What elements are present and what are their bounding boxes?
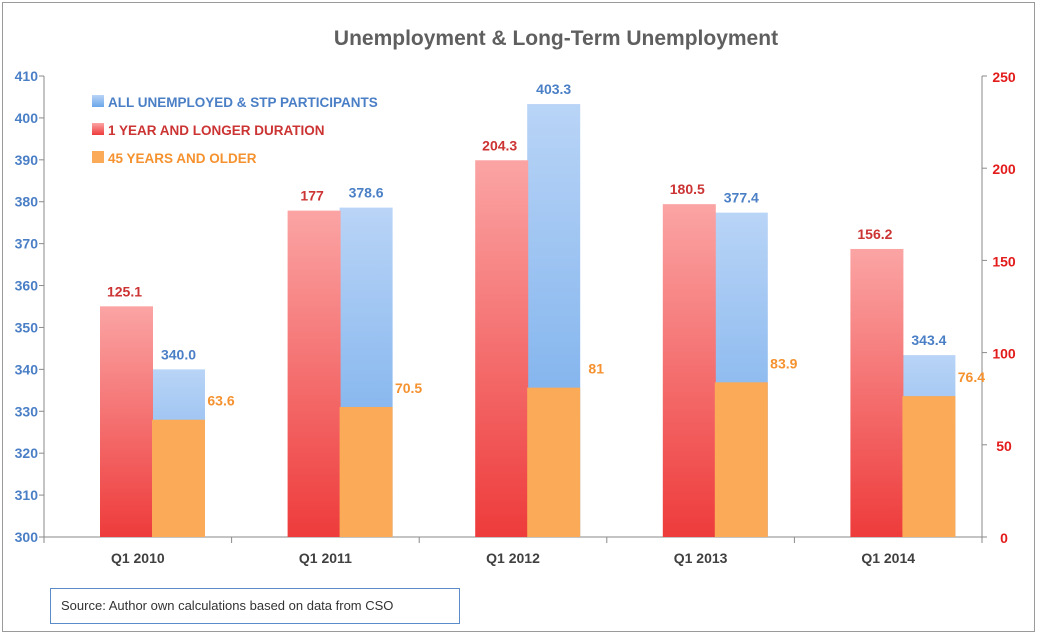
- source-note: Source: Author own calculations based on…: [50, 588, 460, 624]
- left-axis-tick-label: 360: [15, 278, 39, 294]
- left-axis-tick-label: 390: [15, 152, 39, 168]
- legend-label: 45 YEARS AND OLDER: [108, 151, 257, 166]
- x-axis-tick-label: Q1 2011: [299, 550, 352, 566]
- left-axis-tick-label: 330: [15, 403, 39, 419]
- bars: [100, 104, 956, 537]
- data-label: 340.0: [161, 346, 196, 362]
- data-label: 63.6: [207, 393, 234, 409]
- data-label: 180.5: [670, 181, 705, 197]
- x-axis-tick-label: Q1 2012: [486, 550, 540, 566]
- bar: [339, 406, 393, 537]
- data-label: 204.3: [482, 137, 517, 153]
- bar: [714, 382, 768, 537]
- right-axis: 0 50 100 150 200 250: [981, 69, 1016, 546]
- legend-swatch: [92, 151, 104, 163]
- right-axis-tick-label: 100: [992, 346, 1016, 362]
- right-axis-tick-label: 150: [992, 253, 1016, 269]
- legend-swatch: [92, 95, 104, 107]
- right-axis-tick-label: 250: [992, 69, 1016, 85]
- legend-swatch: [92, 123, 104, 135]
- data-label: 177: [300, 188, 324, 204]
- left-axis-tick-label: 340: [15, 361, 39, 377]
- data-label: 378.6: [349, 185, 384, 201]
- left-axis-tick-label: 300: [15, 529, 39, 545]
- bar: [475, 160, 529, 537]
- chart-title: Unemployment & Long-Term Unemployment: [334, 27, 778, 50]
- bar: [902, 396, 956, 537]
- left-axis: 300 310 320 330 340 350 360 370 380 390 400 410: [15, 68, 45, 545]
- legend: ALL UNEMPLOYED & STP PARTICIPANTS 1 YEAR …: [92, 95, 378, 166]
- left-axis-tick-label: 380: [15, 194, 39, 210]
- x-axis: Q1 2010 Q1 2011 Q1 2012 Q1 2013 Q1 2014: [43, 536, 983, 566]
- left-axis-tick-label: 400: [15, 110, 39, 126]
- legend-label: 1 YEAR AND LONGER DURATION: [108, 123, 325, 138]
- data-label: 83.9: [770, 355, 797, 371]
- x-axis-tick-label: Q1 2014: [861, 550, 915, 566]
- right-axis-tick-label: 0: [1000, 530, 1008, 546]
- data-labels: 125.1 340.0 63.6 177 378.6 70.5 204.3 403.3 81 18…: [107, 81, 985, 409]
- bar: [287, 210, 341, 537]
- bar: [527, 387, 581, 537]
- bar: [152, 419, 205, 537]
- left-axis-tick-label: 410: [15, 68, 39, 84]
- right-axis-tick-label: 200: [992, 161, 1016, 177]
- bar: [850, 248, 904, 537]
- data-label: 343.4: [911, 332, 946, 348]
- left-axis-tick-label: 310: [15, 487, 39, 503]
- data-label: 125.1: [107, 283, 142, 299]
- data-label: 156.2: [857, 226, 892, 242]
- bar: [100, 306, 153, 537]
- data-label: 377.4: [724, 190, 759, 206]
- data-label: 403.3: [536, 81, 571, 97]
- right-axis-tick-label: 50: [996, 438, 1012, 454]
- data-label: 70.5: [395, 380, 422, 396]
- data-label: 81: [588, 361, 604, 377]
- left-axis-tick-label: 320: [15, 445, 39, 461]
- x-axis-tick-label: Q1 2013: [674, 550, 728, 566]
- legend-label: ALL UNEMPLOYED & STP PARTICIPANTS: [108, 95, 378, 110]
- left-axis-tick-label: 370: [15, 236, 39, 252]
- bar: [662, 204, 716, 537]
- left-axis-tick-label: 350: [15, 319, 39, 335]
- data-label: 76.4: [958, 369, 985, 385]
- x-axis-tick-label: Q1 2010: [111, 550, 165, 566]
